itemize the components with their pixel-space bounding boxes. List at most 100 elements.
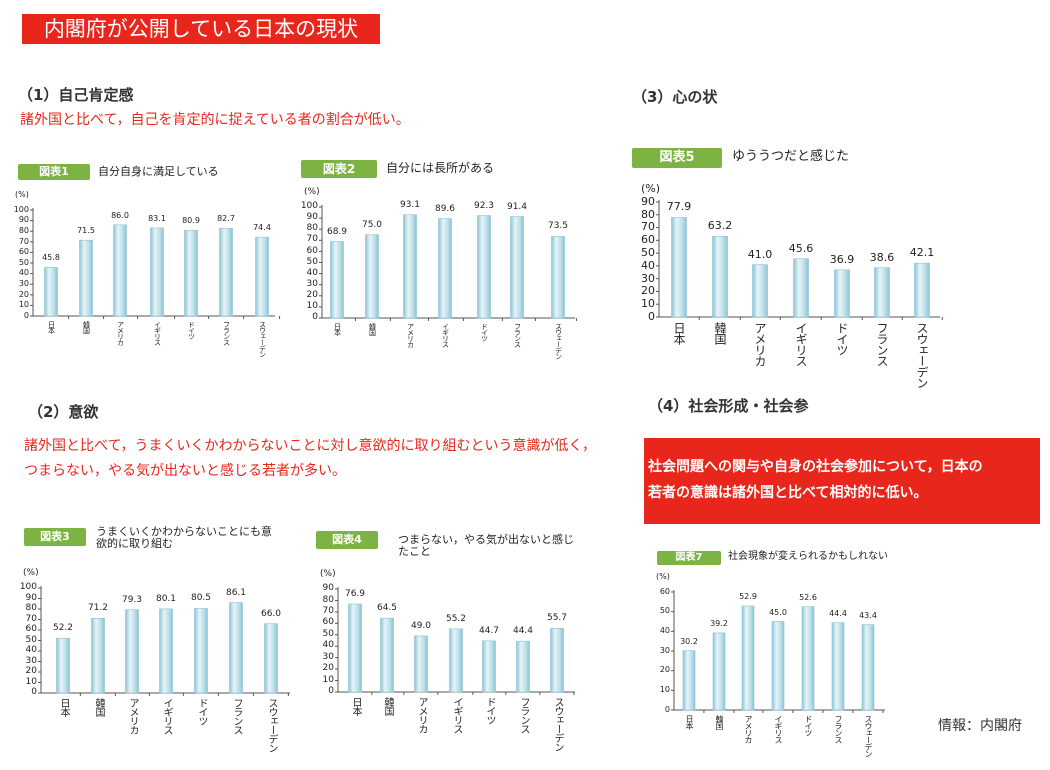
data-label: 71.5 xyxy=(77,226,95,236)
bar-スウェーデン xyxy=(264,623,278,694)
y-axis-unit: (%) xyxy=(656,572,670,581)
bar-スウェーデン xyxy=(861,624,875,711)
y-tick-label: 60 xyxy=(659,586,670,596)
data-label: 83.1 xyxy=(148,213,166,223)
bar-アメリカ xyxy=(414,635,428,693)
y-tick-label: 90 xyxy=(25,592,37,603)
bar-スウェーデン xyxy=(550,627,564,693)
data-label: 52.2 xyxy=(52,623,74,634)
bar-日本 xyxy=(348,603,362,693)
category-label: イギリス xyxy=(451,697,462,733)
y-tick-label: 50 xyxy=(659,606,670,616)
bar-韓国 xyxy=(79,239,93,317)
data-label: 55.7 xyxy=(546,613,568,624)
bar-アメリカ xyxy=(752,264,768,318)
data-label: 41.0 xyxy=(747,247,773,261)
y-axis-unit: (%) xyxy=(15,190,29,199)
bar-韓国 xyxy=(712,235,728,318)
bar-イギリス xyxy=(793,258,809,318)
chart-title: 社会現象が変えられるかもしれない xyxy=(728,551,888,562)
data-label: 71.2 xyxy=(87,603,109,614)
category-label: フランス xyxy=(875,322,889,366)
category-label: スウェーデン xyxy=(864,715,873,757)
category-label: アメリカ xyxy=(753,322,767,366)
bar-アメリカ xyxy=(741,605,755,711)
section-4-summary-line2: 若者の意識は諸外国と比べて相対的に低い。 xyxy=(648,485,928,501)
category-label: 韓国 xyxy=(93,698,104,716)
chart-badge: 図表4 xyxy=(316,531,378,549)
category-label: 韓国 xyxy=(713,322,727,344)
y-tick-label: 10 xyxy=(18,300,29,310)
data-label: 38.6 xyxy=(869,250,895,264)
bar-イギリス xyxy=(771,621,785,711)
y-tick-label: 10 xyxy=(322,674,334,685)
y-tick-label: 50 xyxy=(25,634,37,645)
category-label: スウェーデン xyxy=(266,698,277,752)
y-tick-label: 70 xyxy=(641,220,655,234)
y-tick-label: 20 xyxy=(659,665,670,675)
y-tick-label: 60 xyxy=(18,247,29,257)
bar-イギリス xyxy=(449,628,463,693)
section-1-summary: 諸外国と比べて，自己を肯定的に捉えている者の割合が低い。 xyxy=(20,112,410,128)
category-label: フランス xyxy=(834,715,843,743)
bar-フランス xyxy=(516,640,530,693)
y-tick-label: 50 xyxy=(641,245,655,259)
y-tick-label: 80 xyxy=(25,603,37,614)
bar-日本 xyxy=(56,637,70,694)
category-label: フランス xyxy=(231,698,242,734)
category-label: イギリス xyxy=(441,323,450,347)
category-label: 日本 xyxy=(685,715,694,729)
data-label: 64.5 xyxy=(376,603,398,614)
data-label: 68.9 xyxy=(326,226,348,237)
data-label: 86.1 xyxy=(225,587,247,598)
bar-日本 xyxy=(330,241,344,319)
y-tick-label: 0 xyxy=(648,309,655,323)
page-header: 内閣府が公開している日本の現状 xyxy=(22,14,380,44)
bar-フランス xyxy=(219,228,233,317)
bar-ドイツ xyxy=(184,229,198,317)
y-tick-label: 10 xyxy=(641,297,655,311)
y-tick-label: 30 xyxy=(641,271,655,285)
data-label: 44.7 xyxy=(478,625,500,636)
category-label: アメリカ xyxy=(744,715,753,743)
data-label: 42.1 xyxy=(909,246,935,260)
y-tick-label: 0 xyxy=(312,312,318,323)
y-tick-label: 40 xyxy=(659,626,670,636)
bar-ドイツ xyxy=(194,608,208,694)
category-label: スウェーデン xyxy=(554,323,563,359)
data-label: 74.4 xyxy=(253,223,271,233)
y-tick-label: 30 xyxy=(306,278,318,289)
section-4-heading: （4）社会形成・社会参 xyxy=(648,397,809,415)
bar-フランス xyxy=(874,267,890,318)
y-tick-label: 10 xyxy=(659,685,670,695)
chart-title: つまらない，やる気が出ないと感じ xyxy=(398,533,574,546)
bar-フランス xyxy=(510,216,524,319)
category-label: 日本 xyxy=(350,697,361,715)
chart-badge: 図表1 xyxy=(18,164,90,180)
y-tick-label: 70 xyxy=(322,606,334,617)
section-1-heading: （1）自己肯定感 xyxy=(18,86,134,104)
bar-日本 xyxy=(682,650,696,711)
y-tick-label: 60 xyxy=(322,617,334,628)
category-label: アメリカ xyxy=(127,698,138,734)
chart-title-line2: 欲的に取り組む xyxy=(96,537,173,550)
y-tick-label: 20 xyxy=(18,289,29,299)
y-tick-label: 40 xyxy=(18,268,29,278)
category-label: フランス xyxy=(513,323,522,347)
category-label: ドイツ xyxy=(804,715,813,736)
category-label: スウェーデン xyxy=(915,322,929,388)
data-label: 44.4 xyxy=(512,626,534,637)
category-label: ドイツ xyxy=(835,322,849,355)
y-tick-label: 80 xyxy=(322,594,334,605)
category-label: スウェーデン xyxy=(552,697,563,751)
category-label: 韓国 xyxy=(382,697,393,715)
y-tick-label: 30 xyxy=(25,655,37,666)
category-label: イギリス xyxy=(153,321,162,345)
bar-ドイツ xyxy=(477,215,491,319)
y-tick-label: 30 xyxy=(322,651,334,662)
y-tick-label: 20 xyxy=(306,289,318,300)
section-4-summary-box: 社会問題への関与や自身の社会参加について，日本の 若者の意識は諸外国と比べて相対… xyxy=(644,438,1040,524)
category-label: 韓国 xyxy=(82,321,91,333)
y-axis-unit: (%) xyxy=(320,569,336,579)
